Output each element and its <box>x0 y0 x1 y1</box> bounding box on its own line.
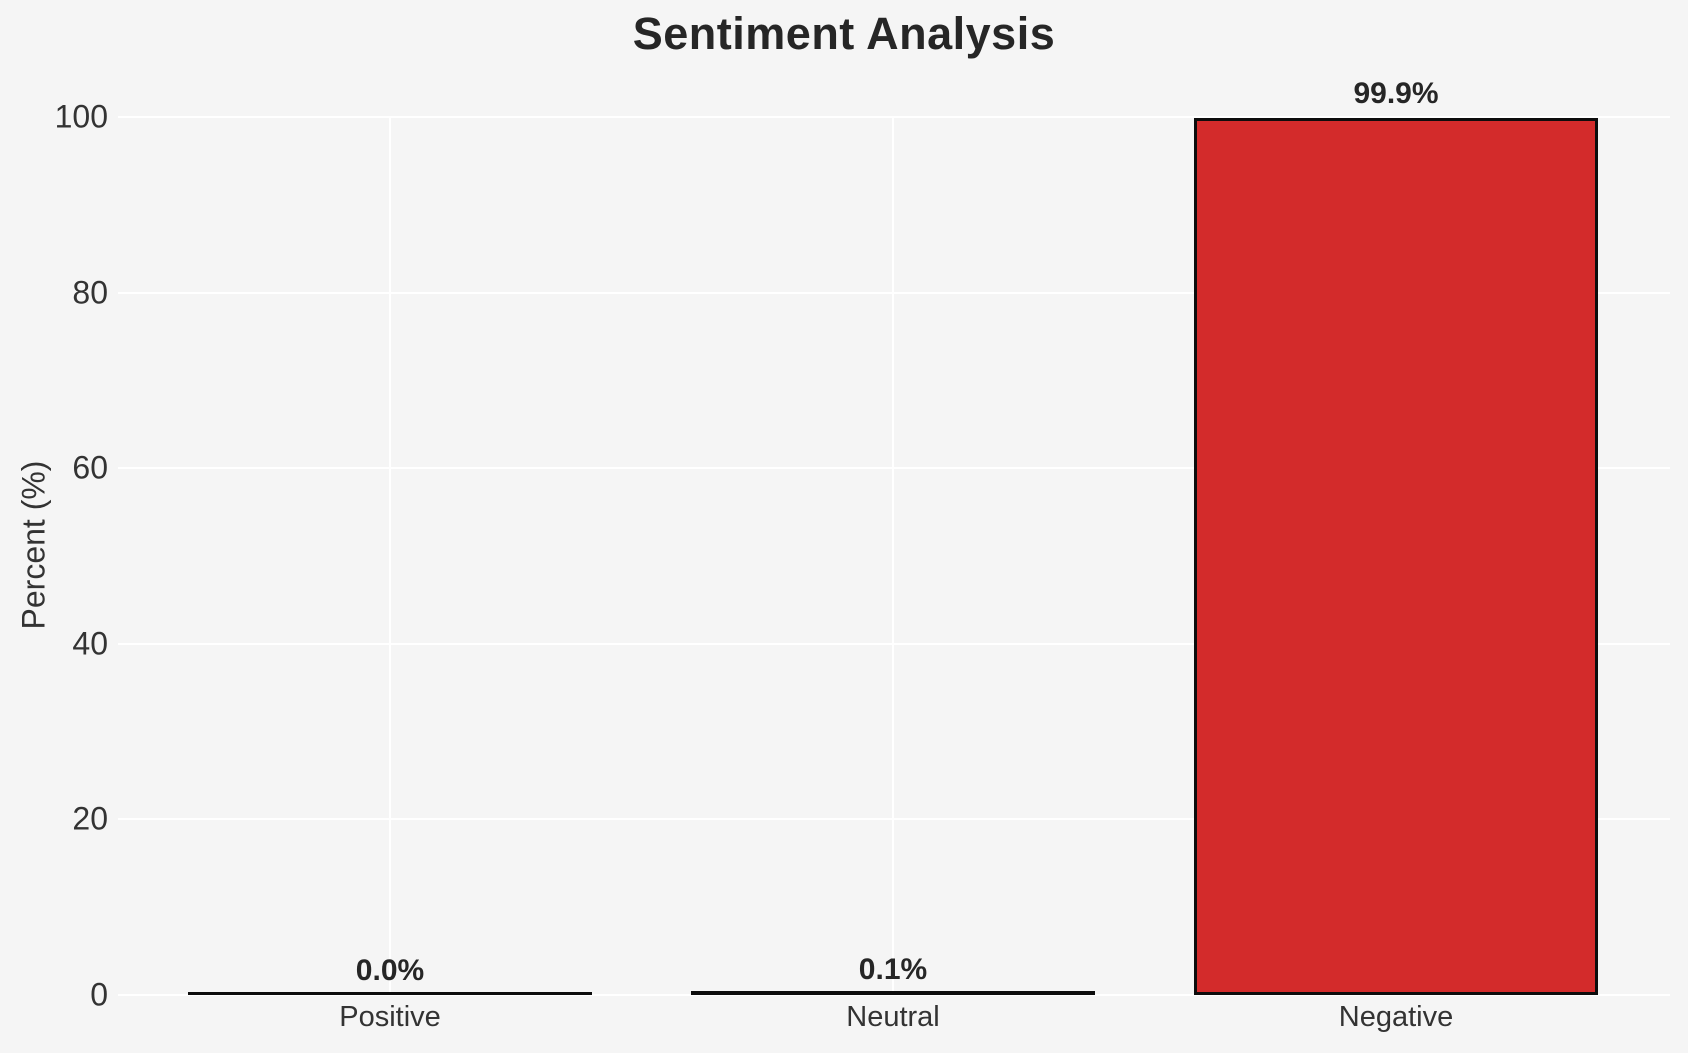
gridline-x-positive <box>389 117 391 995</box>
gridline-y-60 <box>118 467 1670 470</box>
value-label-negative: 99.9% <box>1353 77 1439 110</box>
value-label-positive: 0.0% <box>355 954 425 987</box>
y-tick-label-40: 40 <box>72 625 108 662</box>
x-tick-label-positive: Positive <box>339 1001 441 1033</box>
gridline-y-0 <box>118 994 1670 996</box>
bar-negative <box>1194 118 1598 995</box>
plot-area: 0.0% 0.1% 99.9% <box>118 77 1670 996</box>
gridline-y-20 <box>118 818 1670 821</box>
gridline-y-80 <box>118 291 1670 294</box>
value-label-neutral: 0.1% <box>858 953 928 986</box>
y-tick-label-60: 60 <box>72 449 108 486</box>
gridline-y-100 <box>118 116 1670 118</box>
gridline-x-neutral <box>892 117 894 995</box>
bar-positive <box>188 992 592 995</box>
y-tick-label-80: 80 <box>72 274 108 311</box>
chart-title: Sentiment Analysis <box>632 8 1056 59</box>
x-tick-label-neutral: Neutral <box>846 1001 940 1033</box>
gridline-y-40 <box>118 642 1670 645</box>
bar-neutral <box>691 991 1095 995</box>
x-tick-label-negative: Negative <box>1338 1001 1454 1033</box>
y-tick-label-0: 0 <box>90 976 108 1013</box>
y-tick-label-100: 100 <box>54 98 108 135</box>
y-tick-label-20: 20 <box>72 800 108 837</box>
